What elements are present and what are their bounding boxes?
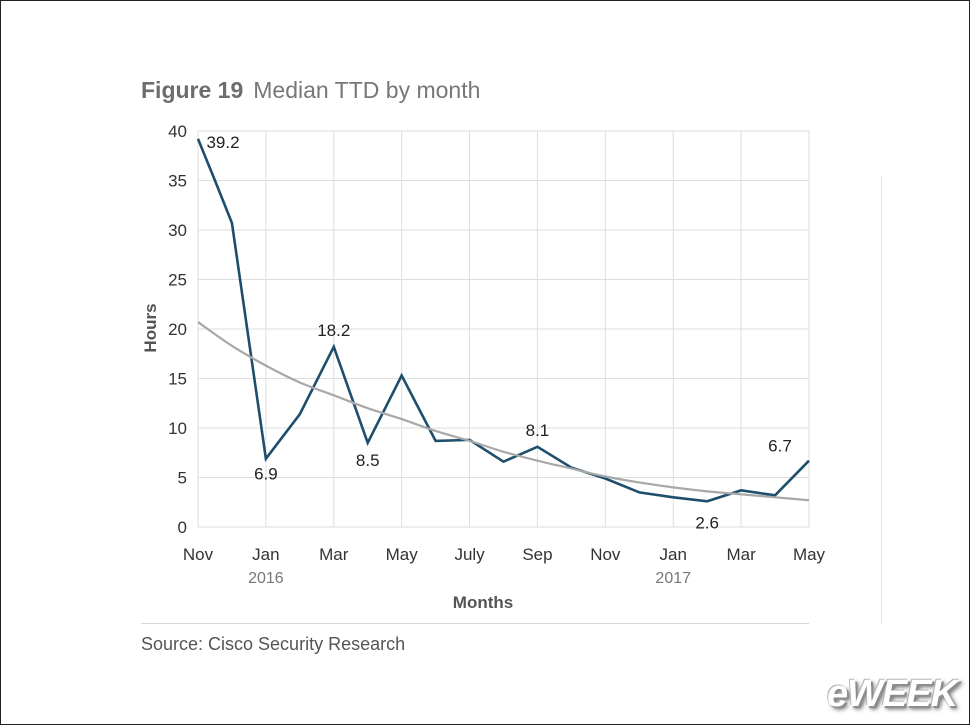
side-divider [881, 176, 882, 624]
data-label: 6.7 [768, 437, 792, 456]
x-tick-label: Nov [183, 545, 214, 564]
trend-line [197, 321, 810, 502]
x-tick-label: Nov [590, 545, 621, 564]
data-label: 18.2 [317, 321, 350, 340]
y-tick-label: 30 [168, 221, 187, 240]
data-label: 8.5 [356, 451, 380, 470]
y-tick-label: 20 [168, 320, 187, 339]
figure-label: Figure 19 [141, 77, 244, 103]
y-tick-label: 5 [178, 469, 187, 488]
y-axis-ticks: 0 5 10 15 20 25 30 35 40 [168, 122, 187, 537]
data-label: 39.2 [206, 133, 239, 152]
chart-grid [197, 130, 810, 528]
data-label: 8.1 [526, 421, 550, 440]
y-tick-label: 35 [168, 172, 187, 191]
x-axis-label: Months [453, 593, 513, 612]
data-labels: 39.2 6.9 18.2 8.5 8.1 2.6 6.7 [206, 133, 791, 532]
y-tick-label: 25 [168, 271, 187, 290]
x-tick-label: Jan [660, 545, 687, 564]
chart-title: Figure 19 Median TTD by month [141, 77, 480, 104]
source-divider [141, 623, 809, 624]
median-ttd-line [196, 138, 810, 503]
y-axis-label: Hours [141, 303, 160, 352]
chart-series [196, 138, 810, 503]
x-tick-label: July [454, 545, 485, 564]
source-note: Source: Cisco Security Research [141, 634, 406, 654]
y-tick-label: 0 [178, 518, 187, 537]
x-tick-year-label: 2016 [248, 570, 284, 587]
y-tick-label: 15 [168, 370, 187, 389]
x-tick-label: Mar [319, 545, 349, 564]
x-tick-label: Mar [726, 545, 756, 564]
x-axis-ticks: Nov Jan 2016 Mar May July Sep Nov Jan 2017 Mar May [183, 545, 826, 587]
x-tick-label: Jan [252, 545, 279, 564]
x-tick-label: May [793, 545, 826, 564]
data-label: 2.6 [695, 513, 719, 532]
eweek-logo: eWEEK [827, 673, 958, 715]
y-tick-label: 10 [168, 419, 187, 438]
chart-title-text: Median TTD by month [253, 77, 481, 103]
x-tick-year-label: 2017 [655, 570, 691, 587]
data-label: 6.9 [254, 465, 278, 484]
y-tick-label: 40 [168, 122, 187, 141]
x-tick-label: Sep [522, 545, 552, 564]
x-tick-label: May [386, 545, 419, 564]
